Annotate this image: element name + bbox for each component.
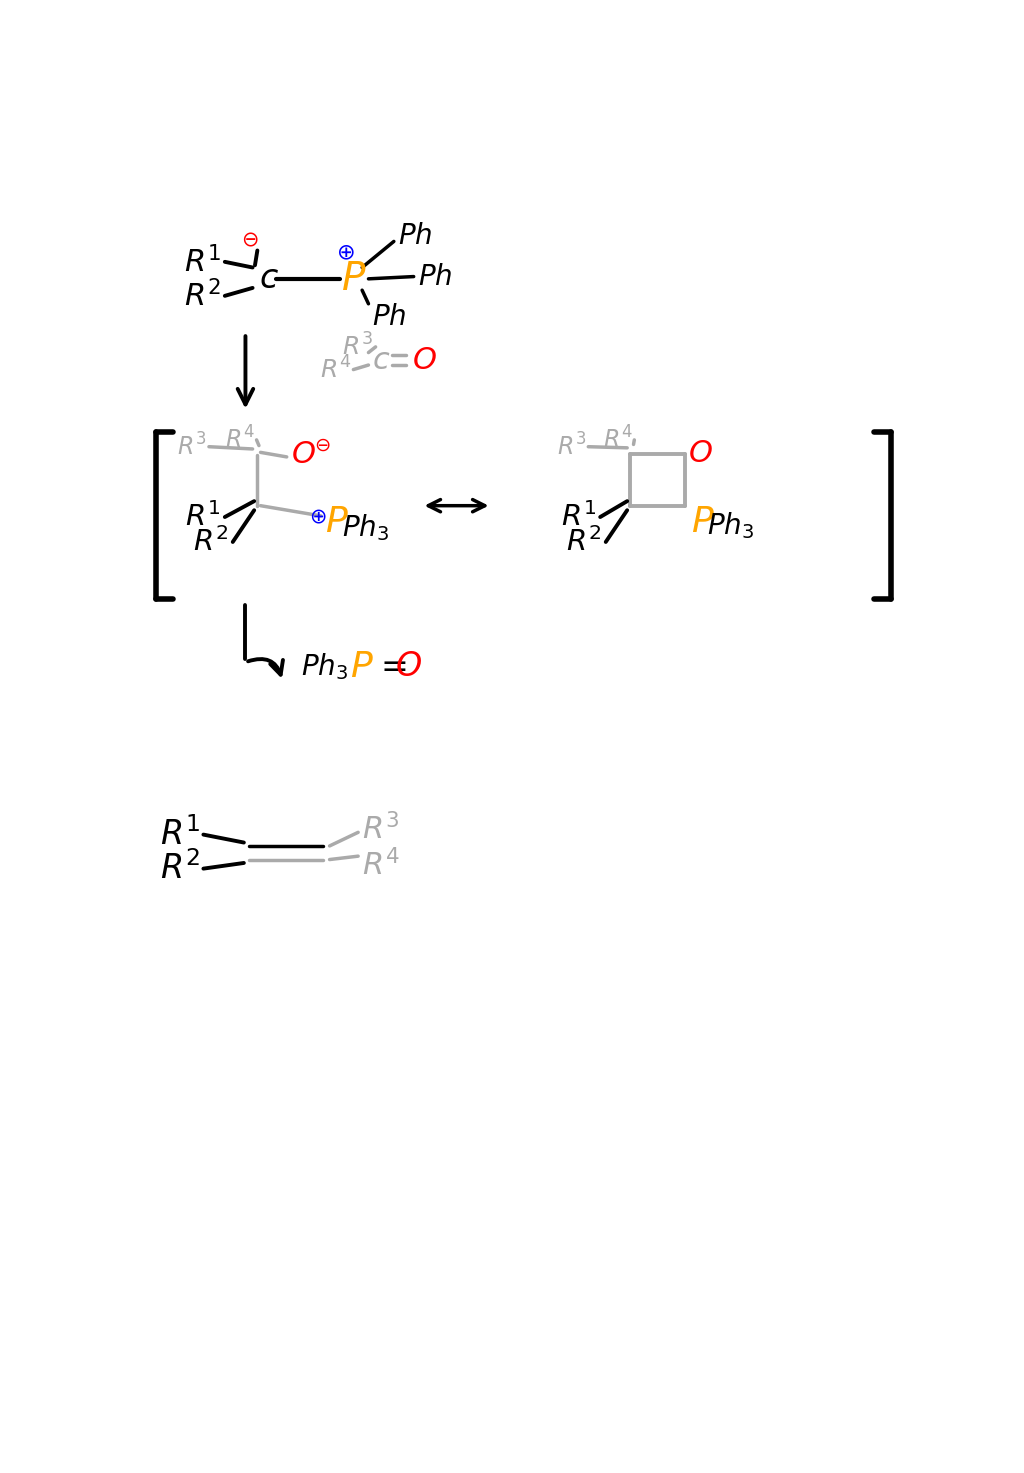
Text: $R^1$: $R^1$ xyxy=(160,818,200,851)
Text: $Ph_3$: $Ph_3$ xyxy=(708,511,755,542)
Text: $Ph_3$: $Ph_3$ xyxy=(301,651,348,682)
Text: $R^4$: $R^4$ xyxy=(225,426,255,454)
Text: $\ominus$: $\ominus$ xyxy=(314,436,331,455)
Text: $c$: $c$ xyxy=(373,346,391,376)
Text: $R^3$: $R^3$ xyxy=(342,333,373,361)
Text: $\oplus$: $\oplus$ xyxy=(309,507,327,527)
Text: $R^4$: $R^4$ xyxy=(321,356,351,383)
Text: $R^3$: $R^3$ xyxy=(362,813,399,846)
Text: $R^4$: $R^4$ xyxy=(362,848,399,881)
Text: $R^4$: $R^4$ xyxy=(602,426,632,454)
Text: $R^3$: $R^3$ xyxy=(177,433,207,460)
Text: $O$: $O$ xyxy=(291,440,315,468)
Text: $R^1$: $R^1$ xyxy=(185,502,220,532)
Text: $\oplus$: $\oplus$ xyxy=(336,245,354,264)
Text: $c$: $c$ xyxy=(259,262,279,296)
Text: $P$: $P$ xyxy=(341,259,367,298)
Text: $R^1$: $R^1$ xyxy=(560,502,596,532)
Text: $Ph$: $Ph$ xyxy=(418,262,453,290)
Text: $O$: $O$ xyxy=(412,346,437,376)
Text: $Ph_3$: $Ph_3$ xyxy=(342,511,389,542)
Text: $=$: $=$ xyxy=(374,650,407,682)
Text: $O$: $O$ xyxy=(688,439,713,468)
Text: $R^2$: $R^2$ xyxy=(566,527,601,557)
Text: $P$: $P$ xyxy=(350,650,374,683)
Text: $R^2$: $R^2$ xyxy=(183,280,220,312)
Text: $R^2$: $R^2$ xyxy=(194,527,228,557)
Text: $R^3$: $R^3$ xyxy=(557,433,586,460)
Text: $R^2$: $R^2$ xyxy=(160,851,200,887)
Text: $O$: $O$ xyxy=(394,650,422,683)
Text: $P$: $P$ xyxy=(325,505,348,539)
Text: $P$: $P$ xyxy=(691,505,715,539)
Text: $\ominus$: $\ominus$ xyxy=(242,230,259,250)
Text: $Ph$: $Ph$ xyxy=(397,222,432,250)
Text: $Ph$: $Ph$ xyxy=(373,303,407,331)
Text: $R^1$: $R^1$ xyxy=(183,246,220,278)
